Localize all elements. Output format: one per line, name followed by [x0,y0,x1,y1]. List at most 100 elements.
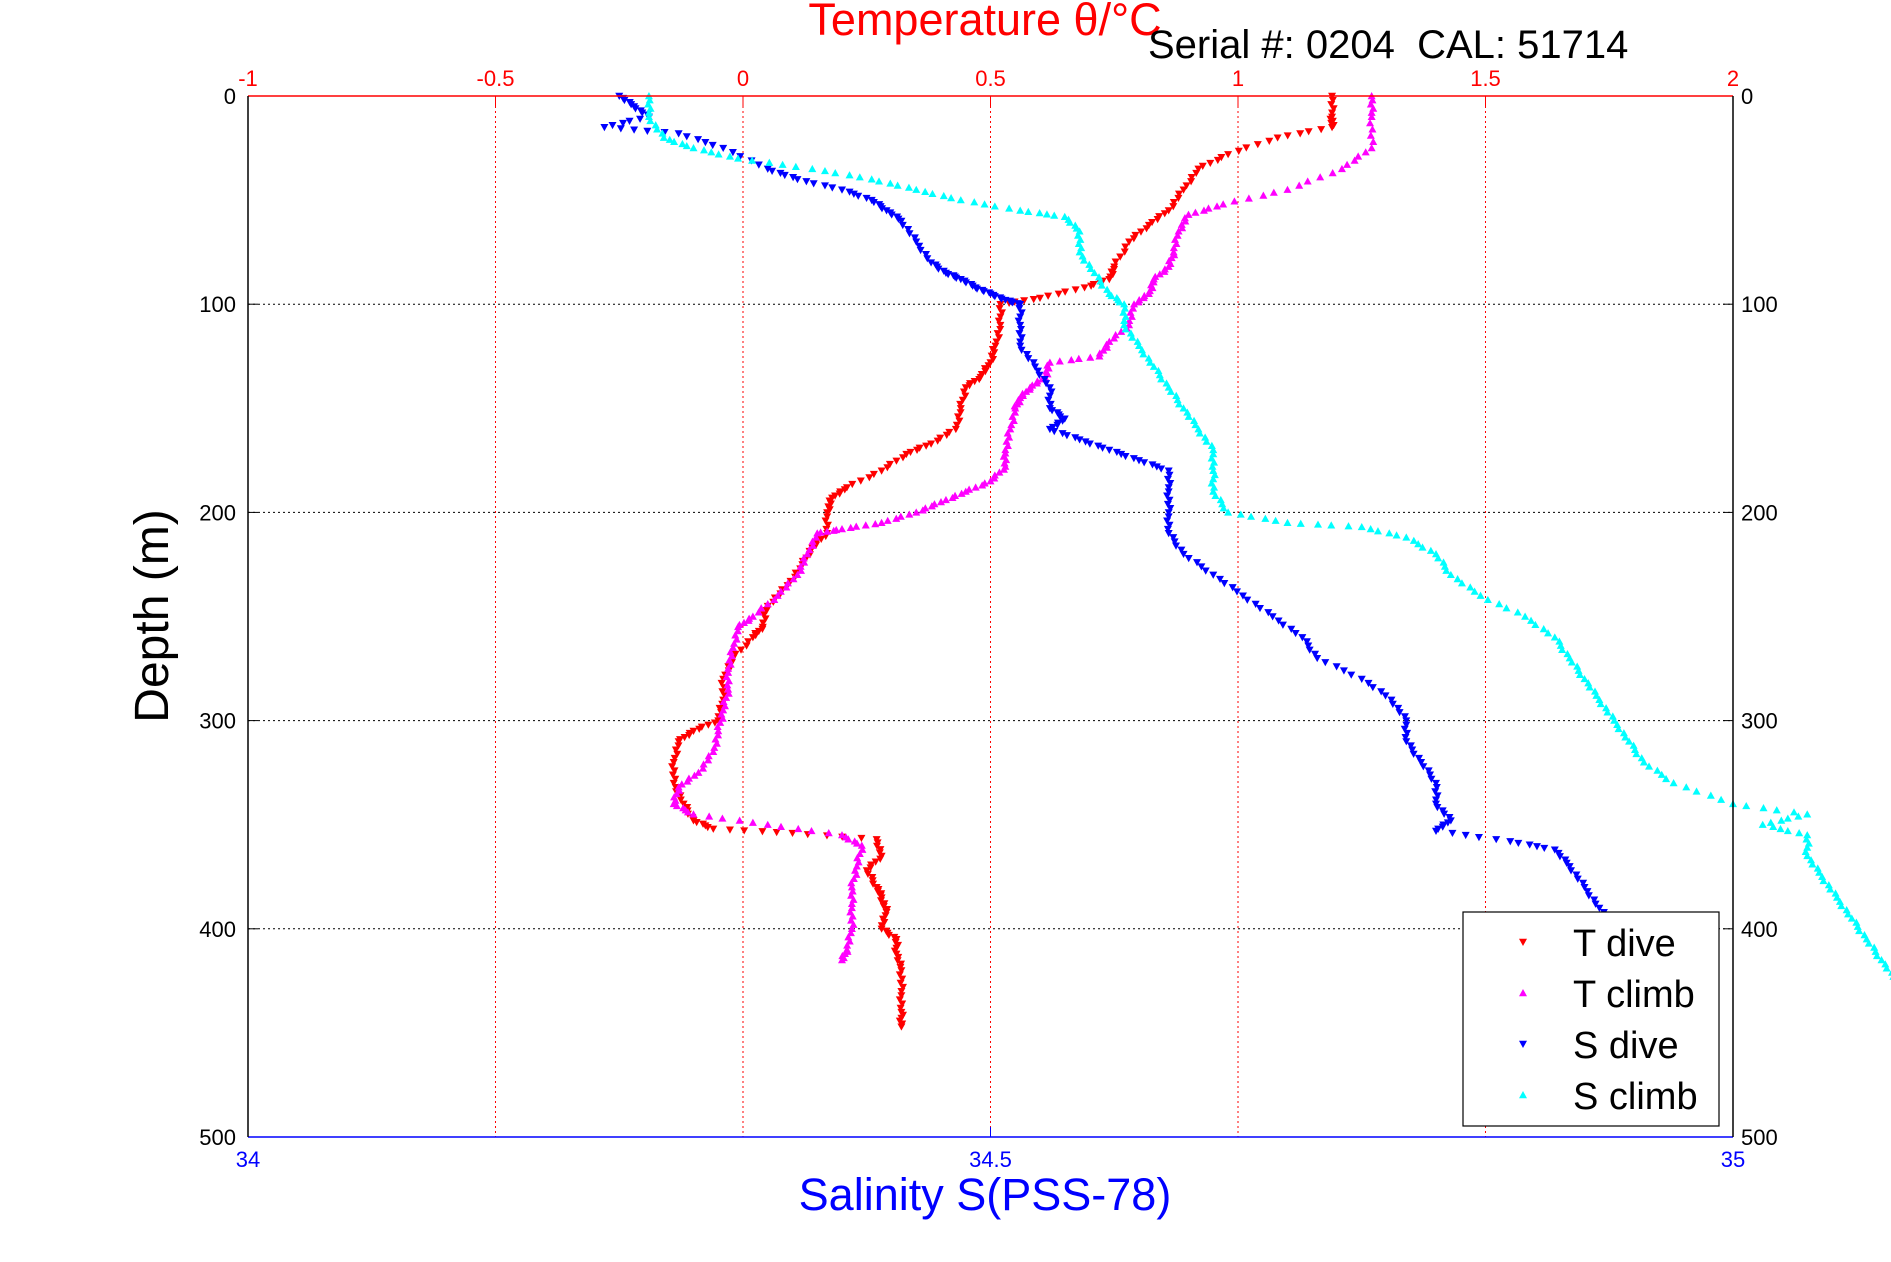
data-point-t-climb [1366,131,1375,139]
data-point-s-dive [916,246,925,255]
data-point-t-dive [897,1023,906,1031]
data-point-s-climb [1826,885,1835,893]
data-point-t-climb [838,956,846,964]
data-point-t-climb [1244,194,1253,202]
data-point-s-dive [1053,421,1062,429]
data-point-t-dive [965,382,974,390]
data-point-s-climb [1872,951,1881,960]
data-point-s-climb [1446,570,1455,579]
data-point-s-climb [734,154,743,162]
series-t-dive [668,92,1338,1031]
data-point-t-climb [734,622,743,631]
data-point-s-dive [905,230,914,238]
data-point-s-dive [1438,823,1447,831]
data-point-t-climb [1204,204,1213,212]
data-point-t-climb [699,760,708,768]
data-point-s-climb [1314,520,1322,528]
data-point-t-climb [912,508,921,516]
depth-tick-label-right: 400 [1741,917,1778,942]
data-point-s-dive [631,105,640,113]
data-point-t-dive [961,392,970,400]
data-point-s-climb [1366,525,1375,533]
data-point-t-climb [961,487,970,495]
data-point-t-dive [899,983,907,992]
salinity-axis-title: Salinity S(PSS-78) [799,1169,1172,1220]
data-point-t-dive [1153,216,1162,224]
data-point-s-climb [1692,787,1701,795]
temperature-tick-label: -1 [238,66,258,91]
data-point-s-dive [630,126,639,134]
data-point-s-dive [1590,896,1599,904]
data-point-t-dive [1329,105,1338,113]
data-point-t-dive [970,378,979,386]
depth-tick-label-right: 500 [1741,1125,1778,1150]
data-point-t-dive [975,375,984,384]
data-point-t-dive [1192,169,1201,178]
data-point-s-climb [1625,737,1634,745]
data-point-t-dive [927,440,936,448]
data-point-t-dive [1169,203,1178,211]
data-point-t-dive [1160,210,1169,218]
data-point-s-dive [1525,841,1534,849]
data-point-s-dive [1432,827,1440,835]
data-point-t-dive [955,417,964,425]
data-point-t-dive [821,517,830,525]
data-point-s-climb [845,171,854,179]
data-point-s-dive [1014,317,1023,325]
data-point-t-dive [1116,253,1125,261]
data-point-s-dive [1152,463,1161,471]
data-point-t-climb [705,812,714,820]
data-point-t-climb [714,727,723,735]
data-point-s-dive [1164,484,1173,492]
data-point-t-climb [990,471,999,479]
legend-label: S climb [1573,1076,1698,1118]
data-point-s-dive [1177,546,1186,554]
data-point-t-dive [758,625,767,633]
data-point-t-climb [877,518,886,527]
data-point-t-dive [951,425,960,434]
data-point-t-dive [873,888,882,896]
data-point-s-climb [956,196,965,204]
data-point-s-climb [1442,566,1451,574]
data-point-t-climb [763,820,772,828]
depth-tick-label-right: 0 [1741,84,1753,109]
data-point-t-dive [718,688,727,696]
data-point-t-dive [996,301,1005,309]
data-point-t-dive [673,750,682,758]
data-point-s-climb [1050,211,1059,219]
data-point-s-dive [1278,621,1287,629]
data-point-s-climb [1079,256,1088,264]
data-point-s-dive [1347,671,1356,679]
data-point-s-dive [1164,530,1173,538]
data-point-t-dive [1198,162,1207,170]
data-point-s-dive [1047,388,1056,396]
data-point-t-climb [857,841,866,849]
data-point-s-dive [1357,675,1366,683]
data-point-t-climb [1350,156,1359,164]
data-point-t-dive [1080,284,1089,292]
data-point-s-dive [1081,438,1090,446]
data-point-t-dive [933,437,942,445]
data-point-s-dive [643,127,652,135]
data-point-t-climb [704,756,713,764]
salinity-tick-label: 34 [236,1147,260,1172]
data-point-s-dive [1163,500,1172,509]
data-point-s-dive [1035,371,1044,379]
data-point-t-dive [689,727,698,736]
legend-label: S dive [1573,1025,1679,1067]
data-point-t-climb [770,595,779,604]
data-point-s-climb [1717,795,1726,803]
data-point-s-climb [1567,658,1576,666]
data-point-t-climb [986,477,995,485]
data-point-s-climb [1414,540,1423,548]
data-point-s-climb [1090,268,1099,277]
legend-label: T climb [1573,974,1695,1016]
data-point-s-climb [1139,350,1148,358]
data-point-s-climb [904,183,913,191]
data-point-t-dive [993,330,1002,338]
data-point-s-dive [1058,430,1067,438]
data-points [600,92,1891,1031]
data-point-t-climb [1007,420,1016,429]
data-point-t-dive [1328,109,1337,117]
data-point-s-climb [1179,404,1188,412]
